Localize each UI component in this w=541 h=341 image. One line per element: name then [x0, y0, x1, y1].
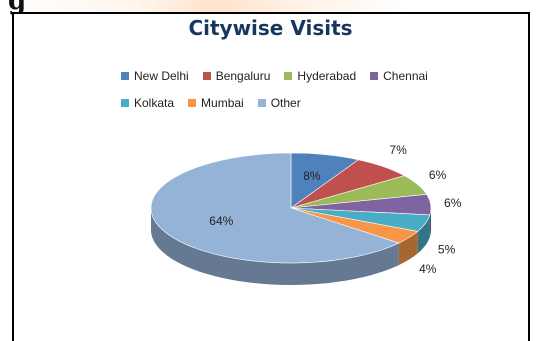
legend-swatch-mumbai: [188, 99, 197, 107]
pie-slice-other: [150, 152, 400, 264]
legend-label-kolkata: Kolkata: [134, 96, 175, 110]
pie-top: [150, 152, 432, 264]
legend-swatch-bengaluru: [202, 72, 211, 80]
pie-side-other: [151, 208, 399, 285]
chart-title: Citywise Visits: [188, 16, 353, 40]
legend-item-hyderabad: Hyderabad: [284, 69, 356, 83]
legend-swatch-kolkata: [121, 99, 129, 107]
legend-item-kolkata: Kolkata: [121, 96, 174, 110]
legend-label-hyderabad: Hyderabad: [297, 69, 357, 83]
pie-label-mumbai: 4%: [419, 262, 437, 276]
pie-label-hyderabad: 6%: [429, 168, 447, 182]
pie-side-kolkata: [417, 214, 430, 254]
legend-swatch-chennai: [370, 72, 379, 80]
legend-swatch-new-delhi: [121, 72, 129, 80]
pie-label-kolkata: 5%: [438, 242, 456, 256]
pie-side-mumbai: [398, 231, 418, 266]
legend-item-other: Other: [257, 96, 301, 110]
legend-label-mumbai: Mumbai: [201, 96, 244, 110]
legend-swatch-other: [257, 99, 266, 107]
legend-item-chennai: Chennai: [370, 69, 428, 83]
legend-row-1: New Delhi Bengaluru Hyderabad Chennai: [121, 69, 428, 83]
pie-side-chennai: [429, 208, 431, 237]
legend-label-new-delhi: New Delhi: [134, 69, 189, 83]
legend-swatch-hyderabad: [284, 72, 293, 80]
legend-label-bengaluru: Bengaluru: [215, 69, 271, 83]
legend-label-chennai: Chennai: [383, 69, 428, 83]
pie-label-new-delhi: 8%: [303, 169, 321, 183]
legend-item-mumbai: Mumbai: [188, 96, 244, 110]
legend-item-bengaluru: Bengaluru: [202, 69, 271, 83]
legend-label-other: Other: [270, 96, 301, 110]
pie-label-bengaluru: 7%: [389, 143, 407, 157]
pie-labels: 8% 7% 6% 6% 5%4% 64%: [209, 143, 461, 276]
pie-label-other: 64%: [209, 214, 233, 228]
pie-sides: [151, 208, 431, 285]
pie-label-chennai: 6%: [444, 196, 462, 210]
legend-item-new-delhi: New Delhi: [121, 69, 189, 83]
legend-row-2: Kolkata Mumbai Other: [121, 96, 301, 110]
